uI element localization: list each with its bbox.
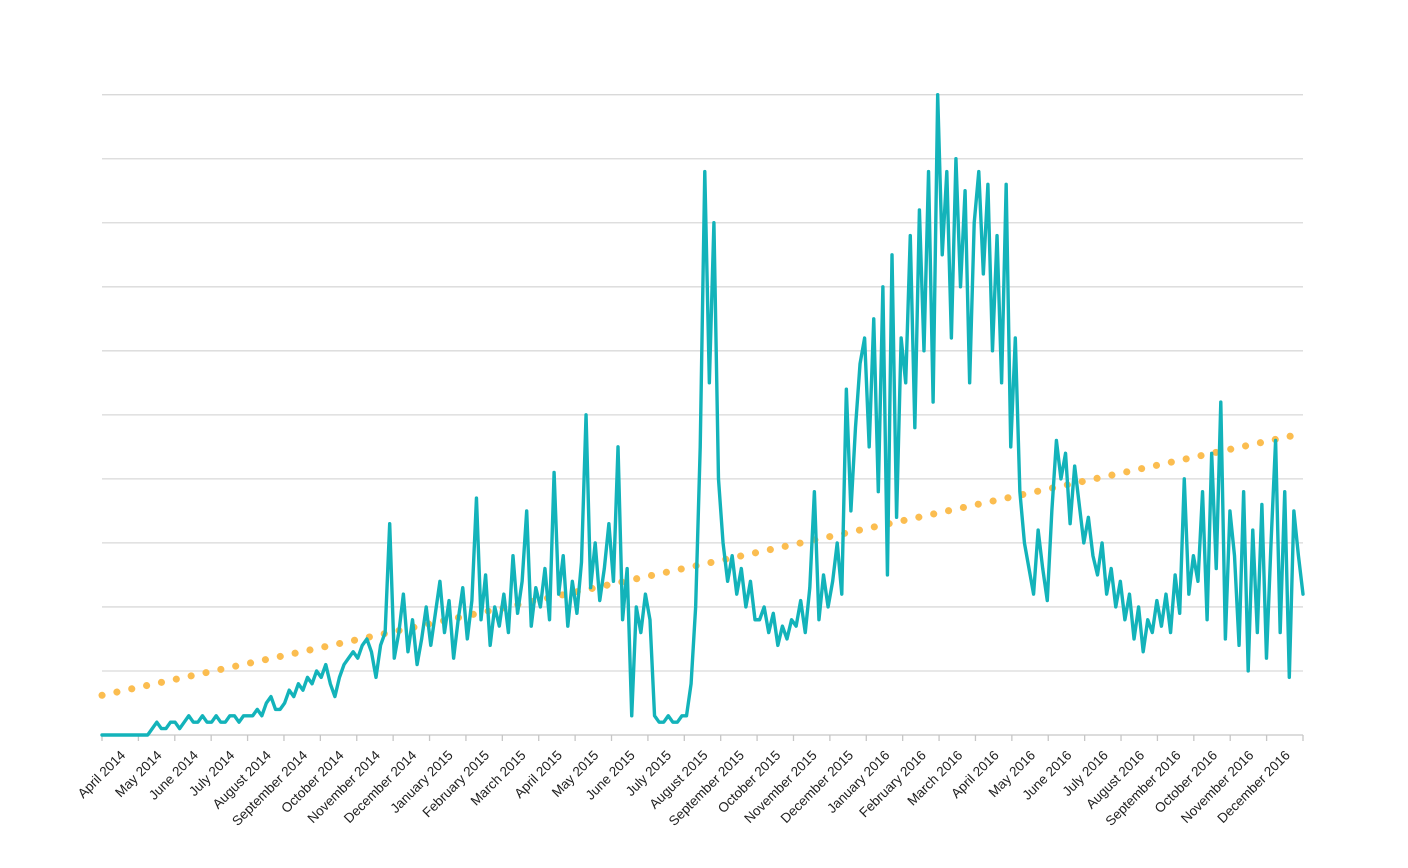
series-polyline xyxy=(100,92,1305,737)
trendline xyxy=(98,430,1304,699)
data-series-line xyxy=(100,92,1305,737)
x-axis-ticks xyxy=(101,735,1304,741)
trendline-dotted xyxy=(98,430,1304,699)
